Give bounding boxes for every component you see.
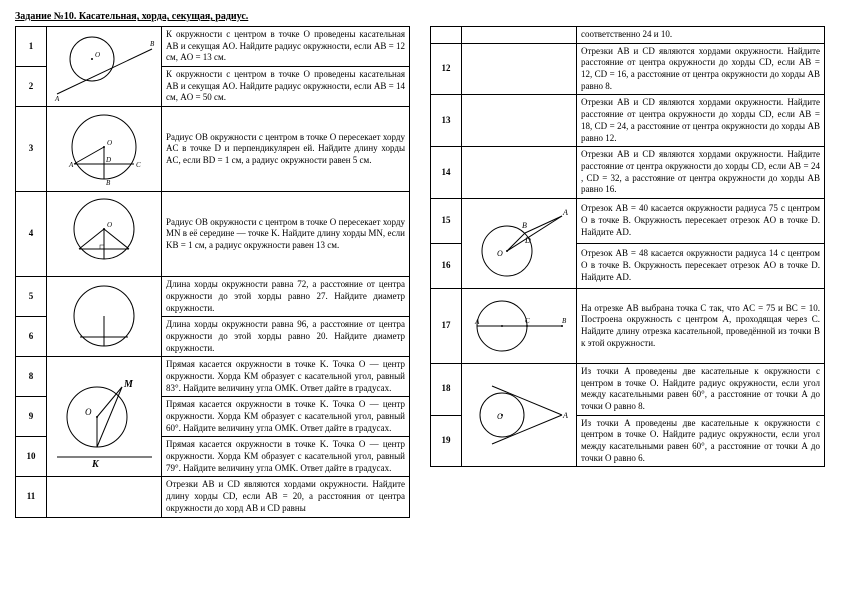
svg-text:B: B xyxy=(150,40,155,48)
row-num: 19 xyxy=(431,415,462,467)
svg-text:A: A xyxy=(562,411,568,420)
task-text: Длина хорды окружности равна 72, а расст… xyxy=(162,277,410,317)
svg-text:M: M xyxy=(123,379,134,390)
svg-text:D: D xyxy=(105,156,111,164)
row-num: 9 xyxy=(16,397,47,437)
svg-text:O: O xyxy=(85,407,92,417)
left-table: 1 O A B К окружности с центром в точке O… xyxy=(15,26,410,518)
task-text: Прямая касается окружности в точке K. То… xyxy=(162,397,410,437)
figure-empty xyxy=(462,95,577,147)
task-text: Радиус OB окружности с центром в точке O… xyxy=(162,192,410,277)
right-column: соответственно 24 и 10. 12 Отрезки AB и … xyxy=(430,26,825,518)
figure-segment-tangent: A C B xyxy=(462,288,577,363)
figure-tangent-angle: O M K xyxy=(47,357,162,477)
svg-text:A: A xyxy=(54,95,60,103)
svg-text:D: D xyxy=(524,236,531,245)
task-text: Отрезки AB и CD являются хордами окружно… xyxy=(162,477,410,517)
svg-text:O: O xyxy=(497,412,503,421)
figure-tangent-segment: O B A D xyxy=(462,198,577,288)
row-num xyxy=(431,27,462,44)
row-num: 18 xyxy=(431,363,462,415)
svg-text:B: B xyxy=(106,179,111,187)
figure-empty xyxy=(462,27,577,44)
svg-text:O: O xyxy=(95,51,100,59)
row-num: 16 xyxy=(431,243,462,288)
task-text: соответственно 24 и 10. xyxy=(577,27,825,44)
figure-radius-chord: A O C B D xyxy=(47,107,162,192)
task-text: Длина хорды окружности равна 96, а расст… xyxy=(162,317,410,357)
task-text: Из точки A проведены две касательные к о… xyxy=(577,363,825,415)
task-text: На отрезке AB выбрана точка C так, что A… xyxy=(577,288,825,363)
task-text: Отрезки AB и CD являются хордами окружно… xyxy=(577,43,825,95)
task-text: Отрезок AB = 48 касается окружности ради… xyxy=(577,243,825,288)
figure-chord-distance xyxy=(47,277,162,357)
figure-empty xyxy=(462,147,577,199)
row-num: 15 xyxy=(431,198,462,243)
task-text: Прямая касается окружности в точке K. То… xyxy=(162,437,410,477)
task-text: Радиус OB окружности с центром в точке O… xyxy=(162,107,410,192)
task-text: К окружности с центром в точке O проведе… xyxy=(162,67,410,107)
svg-text:A: A xyxy=(562,208,568,217)
figure-radius-chord-2: O xyxy=(47,192,162,277)
row-num: 10 xyxy=(16,437,47,477)
svg-text:B: B xyxy=(562,317,567,325)
row-num: 17 xyxy=(431,288,462,363)
svg-text:O: O xyxy=(107,221,112,229)
task-text: Из точки A проведены две касательные к о… xyxy=(577,415,825,467)
row-num: 13 xyxy=(431,95,462,147)
task-text: Отрезок AB = 40 касается окружности ради… xyxy=(577,198,825,243)
task-text: Прямая касается окружности в точке K. То… xyxy=(162,357,410,397)
svg-text:C: C xyxy=(136,161,141,169)
svg-text:K: K xyxy=(91,459,100,470)
task-text: Отрезки AB и CD являются хордами окружно… xyxy=(577,147,825,199)
two-column-layout: 1 O A B К окружности с центром в точке O… xyxy=(15,26,827,518)
figure-tangent-secant: O A B xyxy=(47,27,162,107)
svg-text:A: A xyxy=(68,161,74,169)
left-column: 1 O A B К окружности с центром в точке O… xyxy=(15,26,410,518)
task-text: Отрезки AB и CD являются хордами окружно… xyxy=(577,95,825,147)
figure-empty xyxy=(462,43,577,95)
row-num: 12 xyxy=(431,43,462,95)
figure-empty xyxy=(47,477,162,517)
row-num: 6 xyxy=(16,317,47,357)
svg-text:C: C xyxy=(525,317,530,325)
figure-two-tangents: O A xyxy=(462,363,577,467)
row-num: 14 xyxy=(431,147,462,199)
svg-text:O: O xyxy=(497,249,503,258)
svg-text:A: A xyxy=(474,318,480,326)
row-num: 4 xyxy=(16,192,47,277)
row-num: 5 xyxy=(16,277,47,317)
row-num: 11 xyxy=(16,477,47,517)
row-num: 3 xyxy=(16,107,47,192)
svg-text:O: O xyxy=(107,139,112,147)
row-num: 8 xyxy=(16,357,47,397)
svg-text:B: B xyxy=(522,221,527,230)
page-title: Задание №10. Касательная, хорда, секущая… xyxy=(15,10,827,23)
row-num: 1 xyxy=(16,27,47,67)
task-text: К окружности с центром в точке O проведе… xyxy=(162,27,410,67)
right-table: соответственно 24 и 10. 12 Отрезки AB и … xyxy=(430,26,825,467)
row-num: 2 xyxy=(16,67,47,107)
